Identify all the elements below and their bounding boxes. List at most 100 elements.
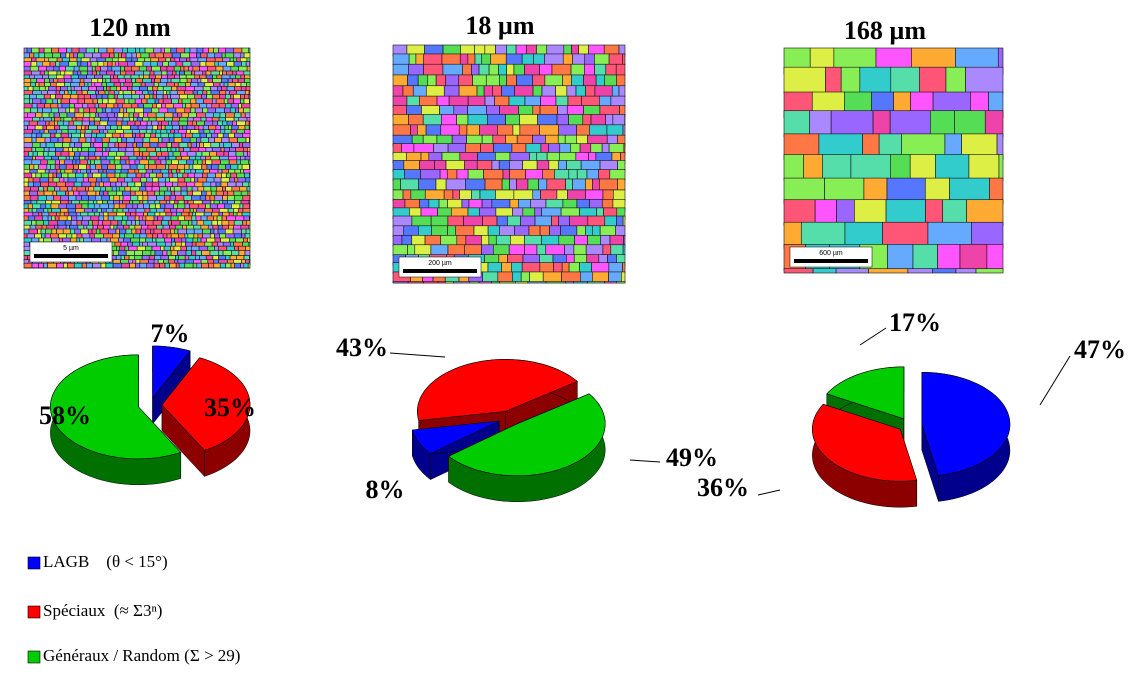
grain xyxy=(221,215,227,222)
grain xyxy=(245,61,251,67)
grain xyxy=(44,228,53,235)
grain xyxy=(111,107,121,114)
grain xyxy=(42,215,49,222)
grain xyxy=(80,61,88,67)
grain xyxy=(33,52,40,59)
grain xyxy=(458,74,473,87)
grain xyxy=(92,172,102,179)
grain xyxy=(32,98,42,105)
grain xyxy=(101,164,108,170)
grain xyxy=(184,47,191,54)
leader-line xyxy=(1039,355,1071,406)
grain xyxy=(190,61,201,67)
grain xyxy=(221,220,230,226)
grain xyxy=(243,107,251,114)
grain xyxy=(444,281,454,284)
grain xyxy=(572,53,586,66)
grain xyxy=(108,203,115,210)
grain xyxy=(594,63,607,76)
grain xyxy=(407,281,425,284)
grain xyxy=(29,52,35,59)
grain xyxy=(218,47,226,54)
grain xyxy=(565,178,573,191)
grain xyxy=(109,195,115,201)
grain xyxy=(132,142,137,148)
grain xyxy=(118,52,122,59)
grain xyxy=(77,52,85,59)
grain xyxy=(145,220,154,226)
grain xyxy=(507,215,521,228)
grain xyxy=(57,98,62,105)
legend-label: LAGB (θ < 15°) xyxy=(43,552,168,571)
grain xyxy=(86,164,91,170)
grain xyxy=(109,137,118,143)
grain xyxy=(23,137,33,143)
grain xyxy=(110,220,119,226)
grain xyxy=(149,172,157,179)
grain xyxy=(59,61,69,67)
grain xyxy=(425,124,442,137)
grain xyxy=(447,244,465,257)
grain xyxy=(66,203,76,210)
grain xyxy=(583,74,597,87)
grain xyxy=(392,215,413,228)
grain xyxy=(594,53,610,66)
grain xyxy=(171,52,181,59)
grain xyxy=(75,203,83,210)
grain xyxy=(71,215,78,222)
legend-swatch xyxy=(27,605,41,619)
grain xyxy=(959,244,988,271)
grain xyxy=(121,181,128,188)
grain xyxy=(825,66,842,94)
grain xyxy=(202,181,212,188)
grain xyxy=(36,61,43,67)
grain xyxy=(175,47,186,54)
grain xyxy=(539,63,553,76)
grain xyxy=(40,203,47,210)
grain xyxy=(984,110,1004,138)
slice xyxy=(811,403,918,482)
grain xyxy=(102,142,109,148)
grain xyxy=(191,250,197,256)
grain xyxy=(604,281,617,284)
grain xyxy=(170,215,179,222)
grain xyxy=(42,107,52,114)
grain xyxy=(199,61,207,67)
grain xyxy=(164,47,172,54)
grain xyxy=(485,74,500,87)
grain xyxy=(82,172,89,179)
grain xyxy=(783,268,814,274)
grain xyxy=(58,65,67,72)
grain xyxy=(240,98,245,105)
grain xyxy=(570,63,585,76)
grain xyxy=(562,74,572,87)
grain xyxy=(211,164,219,170)
grain xyxy=(241,228,247,235)
grain xyxy=(822,154,852,181)
grain xyxy=(140,228,146,235)
grain xyxy=(885,199,926,227)
grain xyxy=(245,137,250,143)
grain xyxy=(551,63,572,76)
grain xyxy=(447,215,464,228)
grain xyxy=(53,65,60,72)
grain xyxy=(478,63,490,76)
grain xyxy=(84,98,94,105)
grain xyxy=(27,203,33,210)
grain xyxy=(412,85,427,98)
grain xyxy=(158,137,163,143)
grain xyxy=(423,281,439,284)
grain xyxy=(127,181,136,188)
grain xyxy=(48,220,59,226)
grain xyxy=(505,114,520,126)
grain xyxy=(541,85,556,98)
grain xyxy=(189,203,199,210)
grain xyxy=(56,181,66,188)
grain xyxy=(31,220,37,226)
grain xyxy=(836,199,855,227)
grain xyxy=(139,47,146,54)
grain xyxy=(160,65,168,72)
grain xyxy=(177,181,187,188)
grain xyxy=(622,215,626,228)
slice xyxy=(921,371,1011,476)
